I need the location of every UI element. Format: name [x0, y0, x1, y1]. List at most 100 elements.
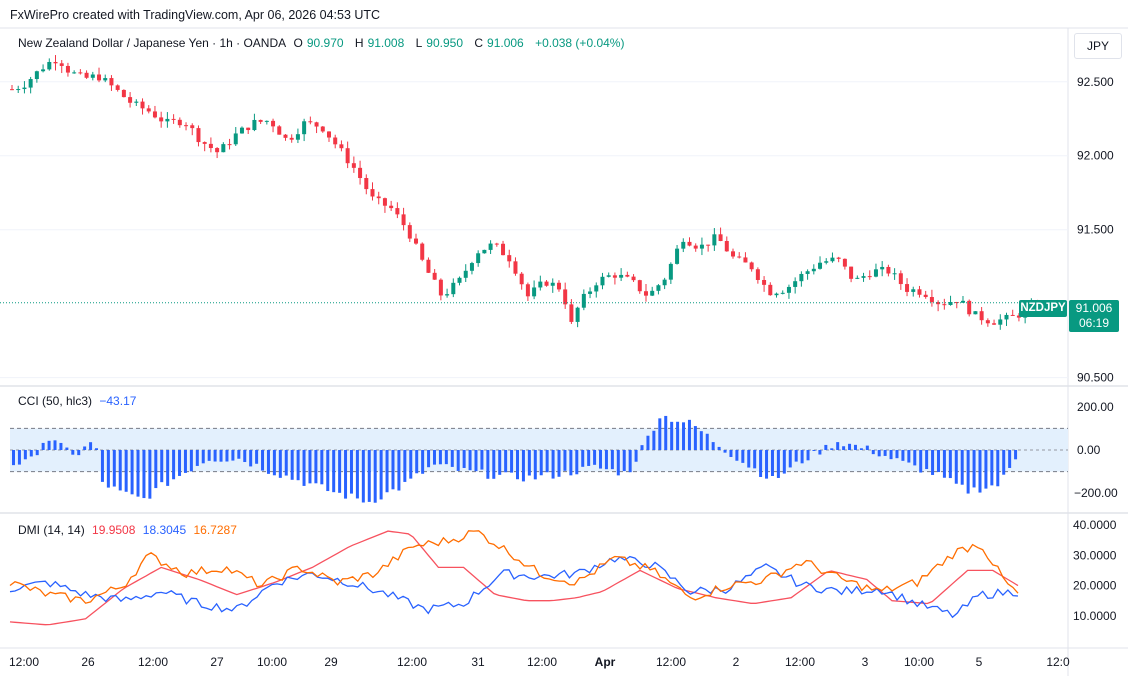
cci-legend[interactable]: CCI (50, hlc3) −43.17 — [18, 394, 140, 408]
candle-body — [283, 134, 288, 138]
candle-body — [873, 269, 878, 277]
candle-body — [271, 120, 276, 127]
candle-body — [121, 89, 126, 98]
candle-body — [637, 280, 642, 292]
cci-bar — [907, 450, 911, 463]
cci-bar — [622, 450, 626, 472]
cci-bar — [41, 442, 45, 450]
candle-body — [892, 273, 897, 275]
time-tick-label: 12:0 — [1046, 655, 1070, 669]
watermark-text: FxWirePro created with TradingView.com, … — [10, 8, 381, 22]
cci-bar — [682, 422, 686, 450]
cci-bar — [278, 450, 282, 478]
candle-body — [793, 281, 798, 287]
cci-bar — [628, 450, 632, 473]
cci-bar — [326, 450, 330, 492]
candle-body — [227, 144, 232, 146]
cci-bar — [29, 450, 33, 457]
candle-body — [811, 268, 816, 272]
cci-bar — [936, 450, 940, 473]
cci-bar — [913, 450, 917, 466]
cci-bar — [735, 450, 739, 461]
candle-body — [152, 111, 157, 118]
candle-body — [457, 277, 462, 283]
candle-body — [376, 196, 381, 199]
candle-body — [59, 63, 64, 66]
candle-body — [128, 97, 133, 103]
cci-bar — [112, 450, 116, 487]
cci-bar — [136, 450, 140, 497]
cci-bar — [118, 450, 122, 491]
candle-body — [575, 307, 580, 322]
candle-body — [488, 243, 493, 250]
cci-bar — [806, 450, 810, 461]
symbol-title[interactable]: New Zealand Dollar / Japanese Yen · 1h ·… — [18, 36, 287, 50]
cci-bar — [504, 450, 508, 473]
candle-body — [693, 245, 698, 249]
candle-body — [159, 117, 164, 122]
cci-bar — [871, 450, 875, 455]
candle-body — [886, 266, 891, 274]
cci-bar — [195, 450, 199, 466]
cci-bar — [687, 419, 691, 450]
cci-bar — [889, 450, 893, 460]
dmi-legend[interactable]: DMI (14, 14) 19.9508 18.3045 16.7287 — [18, 523, 241, 537]
cci-bar — [942, 450, 946, 478]
time-tick-label: 2 — [733, 655, 740, 669]
cci-label: CCI (50, hlc3) — [18, 394, 93, 408]
time-tick-label: 29 — [324, 655, 338, 669]
candle-body — [898, 273, 903, 285]
candle-body — [743, 257, 748, 263]
candle-body — [973, 311, 978, 315]
candle-body — [556, 282, 561, 290]
cci-bar — [373, 450, 377, 503]
candle-body — [929, 297, 934, 303]
candle-body — [370, 189, 375, 197]
cci-bar — [551, 450, 555, 479]
cci-bar — [723, 450, 727, 453]
cci-bar — [510, 450, 514, 473]
cci-bar — [599, 450, 603, 469]
cci-bar — [367, 450, 371, 502]
candle-body — [612, 275, 617, 278]
candle-body — [532, 287, 537, 297]
cci-bar — [859, 448, 863, 450]
candle-body — [600, 276, 605, 286]
cci-bar — [53, 440, 57, 450]
cci-bar — [747, 450, 751, 468]
candle-body — [656, 285, 661, 291]
cci-bar — [462, 450, 466, 468]
candle-body — [134, 101, 139, 103]
candle-body — [109, 78, 114, 86]
cci-bar — [189, 450, 193, 472]
candle-body — [295, 134, 300, 140]
candle-body — [451, 282, 456, 295]
cci-bar — [865, 445, 869, 450]
cci-bar — [450, 450, 454, 467]
cci-bar — [693, 426, 697, 450]
cci-bar — [231, 450, 235, 461]
candle-body — [948, 301, 953, 305]
time-tick-label: 12:00 — [785, 655, 815, 669]
cci-bar — [1008, 450, 1012, 468]
cci-bar — [456, 450, 460, 471]
candle-body — [936, 302, 941, 305]
candle-body — [97, 74, 102, 81]
candle-body — [345, 148, 350, 164]
cci-bar — [575, 450, 579, 475]
cci-bar — [71, 450, 75, 455]
cci-bar — [925, 450, 929, 470]
cci-bar — [438, 450, 442, 465]
candle-body — [264, 120, 269, 122]
change-value: +0.038 (+0.04%) — [535, 36, 625, 50]
close-value: 91.006 — [487, 36, 524, 50]
cci-tick-label: −200.00 — [1074, 486, 1118, 500]
price-tick-label: 90.500 — [1077, 371, 1114, 385]
currency-button[interactable]: JPY — [1074, 33, 1122, 59]
candle-body — [911, 289, 916, 292]
cci-tick-label: 200.00 — [1077, 400, 1114, 414]
candle-body — [662, 279, 667, 286]
time-tick-label: 12:00 — [397, 655, 427, 669]
cci-bar — [225, 450, 229, 462]
